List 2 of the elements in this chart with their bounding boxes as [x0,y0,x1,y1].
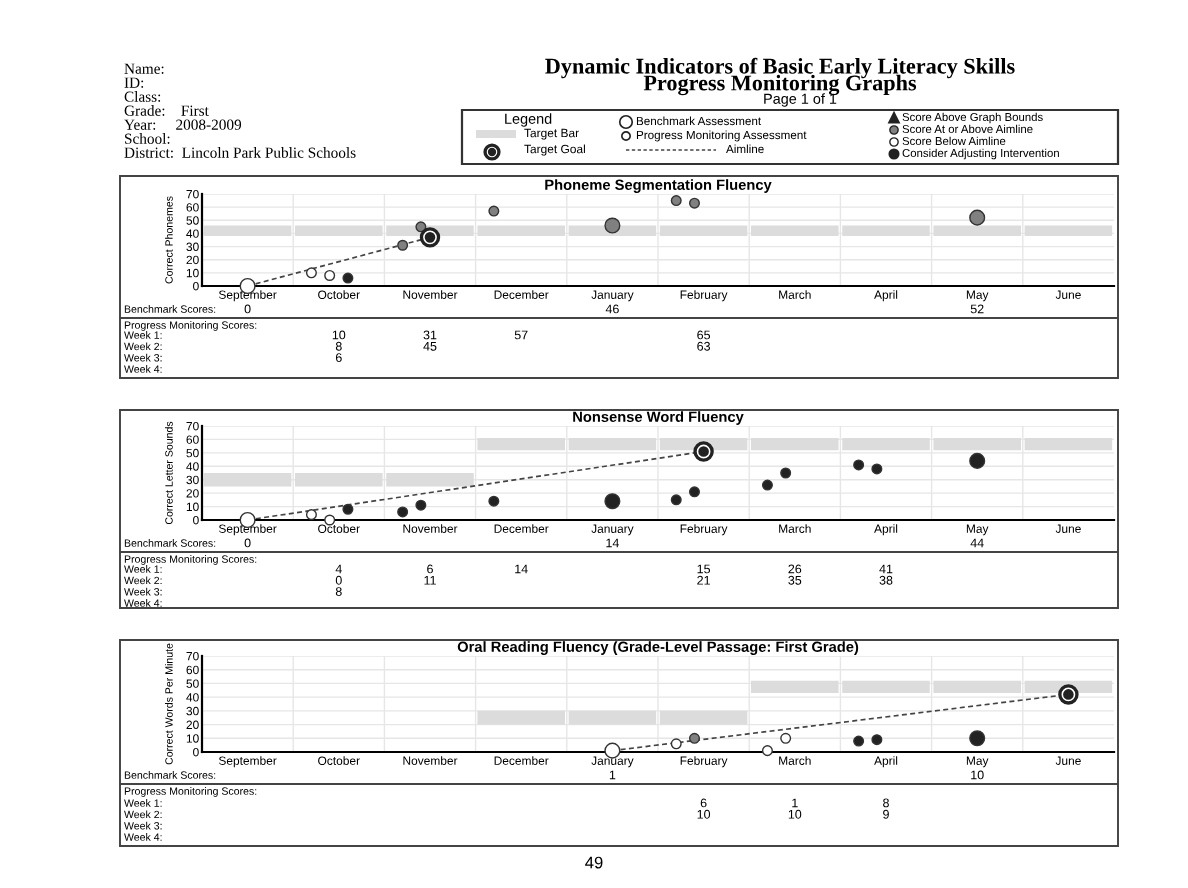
text: 49 [585,856,603,869]
text: Progress Monitoring Graphs [643,74,917,96]
